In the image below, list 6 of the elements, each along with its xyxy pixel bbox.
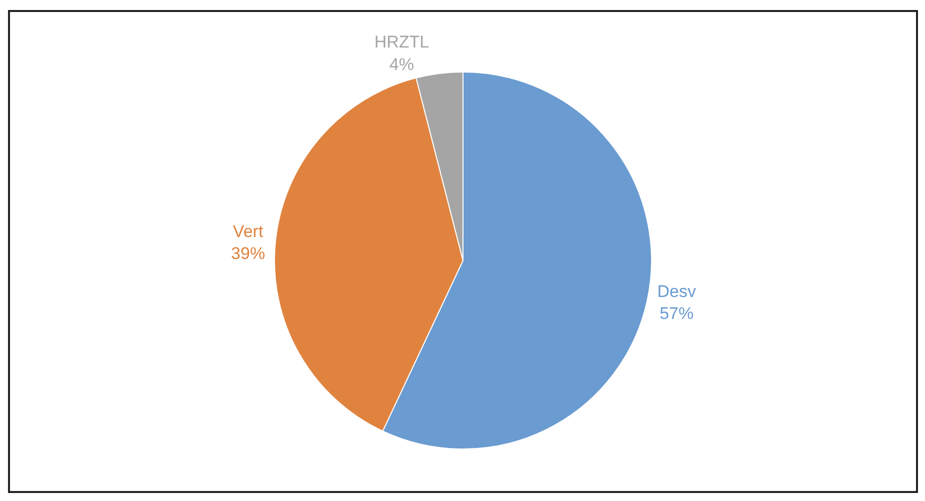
slice-label: HRZTL [374, 32, 430, 52]
slice-label: Vert [232, 222, 264, 242]
data-label: 57% [660, 304, 694, 324]
slice-label: Desv [657, 282, 696, 302]
data-label: 39% [231, 244, 266, 264]
data-label: 4% [389, 54, 414, 74]
